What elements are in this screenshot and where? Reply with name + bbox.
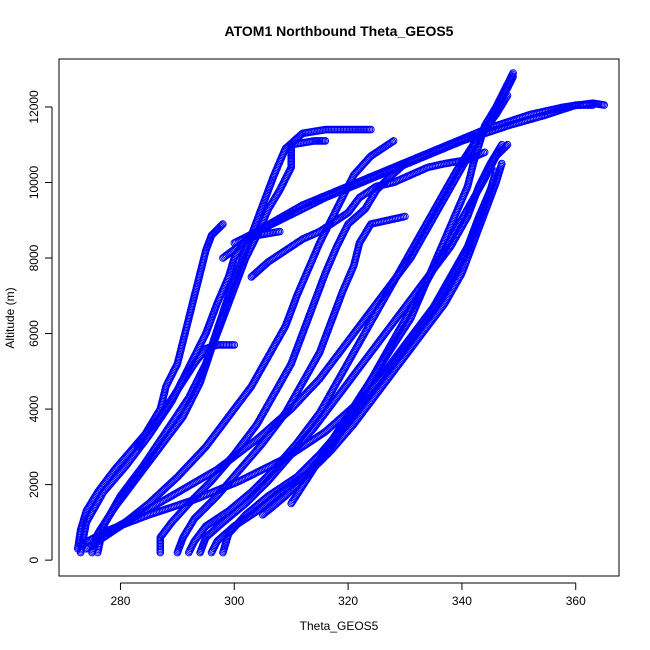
data-point: [367, 125, 375, 134]
data-point: [230, 341, 239, 349]
points-layer: [74, 69, 609, 557]
data-point: [401, 212, 409, 221]
chart-title: ATOM1 Northbound Theta_GEOS5: [225, 23, 454, 39]
data-point: [321, 137, 330, 145]
data-point: [276, 227, 284, 236]
data-point: [251, 422, 259, 431]
